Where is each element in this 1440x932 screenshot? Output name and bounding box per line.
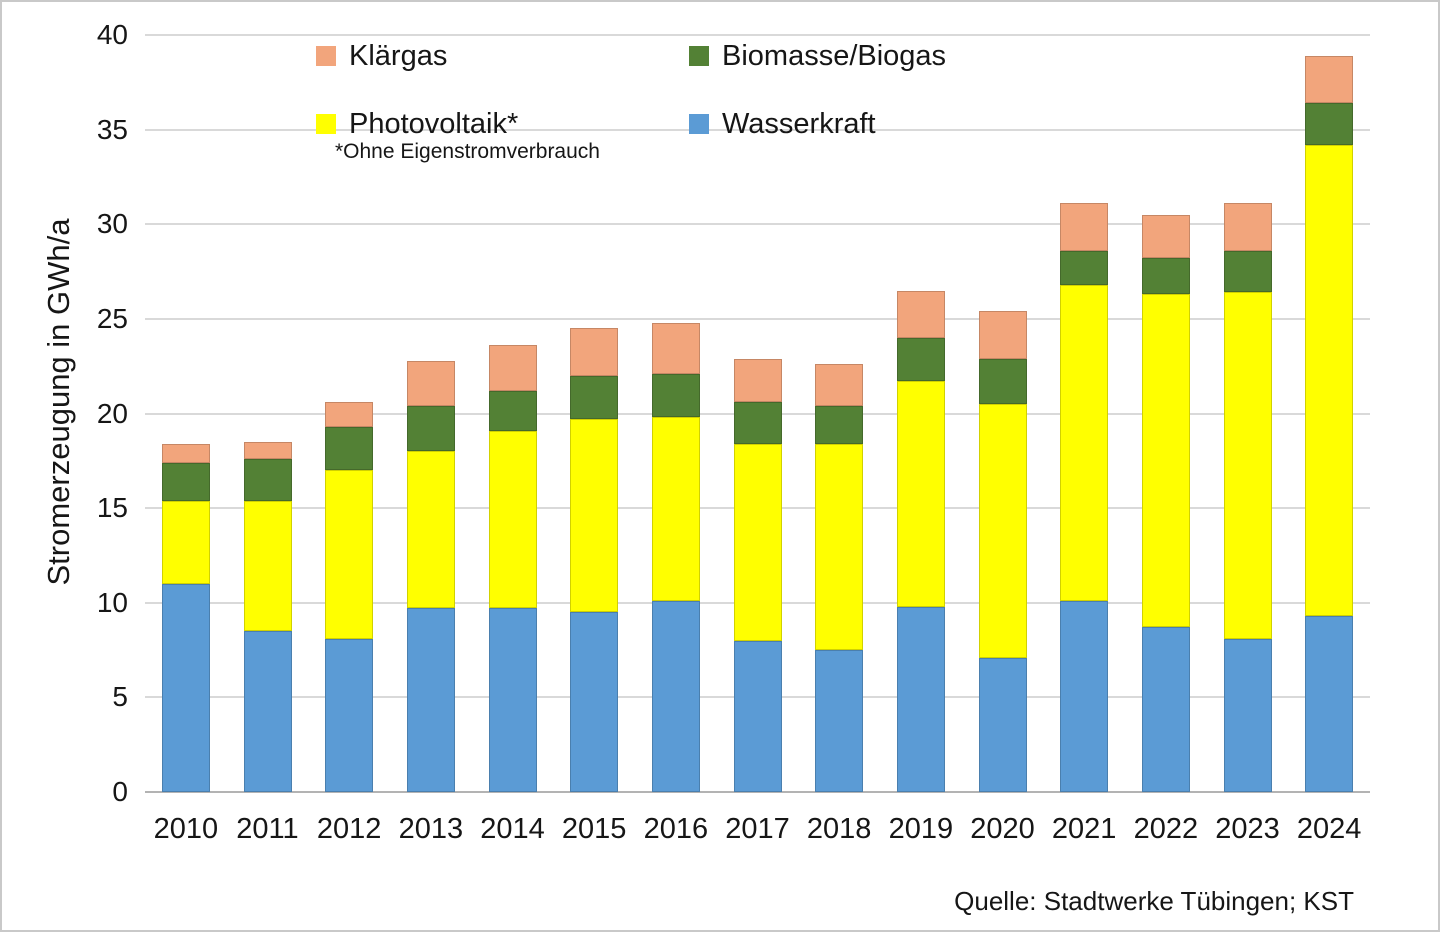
x-tick-2024: 2024 <box>1296 813 1362 845</box>
bar-segment-photovoltaik-2011 <box>243 500 292 632</box>
gridline-25 <box>145 317 1370 320</box>
bar-segment-photovoltaik-2023 <box>1223 292 1272 639</box>
bar-segment-klrgas-2016 <box>651 322 700 374</box>
bar-segment-wasserkraft-2013 <box>406 608 455 792</box>
bar-segment-biomassebiogas-2015 <box>570 375 619 420</box>
bar-segment-klrgas-2012 <box>325 402 374 427</box>
y-tick-15: 15 <box>96 492 128 524</box>
bar-segment-wasserkraft-2012 <box>325 638 374 792</box>
bar-segment-biomassebiogas-2014 <box>488 390 537 431</box>
y-tick-10: 10 <box>96 586 128 618</box>
bar-segment-photovoltaik-2012 <box>325 470 374 639</box>
bar-segment-photovoltaik-2016 <box>651 417 700 601</box>
x-tick-2019: 2019 <box>888 813 954 845</box>
bar-segment-klrgas-2017 <box>733 358 782 403</box>
y-tick-35: 35 <box>96 113 128 145</box>
x-tick-2015: 2015 <box>561 813 627 845</box>
y-tick-0: 0 <box>112 776 128 807</box>
bar-segment-klrgas-2019 <box>896 290 945 338</box>
gridline-0 <box>145 791 1370 793</box>
y-tick-30: 30 <box>96 208 128 240</box>
x-tick-2021: 2021 <box>1051 813 1117 845</box>
bar-segment-photovoltaik-2010 <box>161 500 210 584</box>
bar-segment-biomassebiogas-2013 <box>406 405 455 452</box>
bar-segment-wasserkraft-2020 <box>978 657 1027 792</box>
bar-segment-klrgas-2020 <box>978 311 1027 359</box>
x-tick-2017: 2017 <box>725 813 790 845</box>
bar-segment-wasserkraft-2024 <box>1305 616 1354 792</box>
bar-segment-photovoltaik-2020 <box>978 404 1027 658</box>
bar-segment-klrgas-2010 <box>161 443 210 463</box>
bar-segment-wasserkraft-2016 <box>651 600 700 792</box>
bar-segment-photovoltaik-2022 <box>1141 294 1190 628</box>
bar-segment-klrgas-2023 <box>1223 203 1272 251</box>
bar-segment-photovoltaik-2013 <box>406 451 455 609</box>
bar-segment-klrgas-2013 <box>406 360 455 406</box>
x-tick-2010: 2010 <box>153 813 219 845</box>
bar-segment-klrgas-2011 <box>243 441 292 459</box>
bar-segment-wasserkraft-2018 <box>815 650 864 792</box>
x-tick-2020: 2020 <box>970 813 1035 845</box>
bar-segment-klrgas-2021 <box>1060 203 1109 251</box>
x-tick-2022: 2022 <box>1133 813 1199 845</box>
bar-segment-wasserkraft-2021 <box>1060 600 1109 792</box>
y-tick-20: 20 <box>96 397 128 429</box>
bar-segment-biomassebiogas-2021 <box>1060 250 1109 285</box>
bar-segment-klrgas-2014 <box>488 345 537 391</box>
bar-segment-biomassebiogas-2023 <box>1223 250 1272 293</box>
x-tick-2016: 2016 <box>643 813 709 845</box>
x-tick-2011: 2011 <box>236 813 299 845</box>
plot-area <box>145 34 1370 793</box>
x-tick-2012: 2012 <box>316 813 382 845</box>
bar-segment-photovoltaik-2021 <box>1060 284 1109 601</box>
x-tick-2018: 2018 <box>806 813 872 845</box>
bar-segment-klrgas-2015 <box>570 328 619 376</box>
bar-segment-photovoltaik-2019 <box>896 381 945 607</box>
gridline-30 <box>145 223 1370 226</box>
bar-segment-klrgas-2018 <box>815 364 864 406</box>
y-tick-40: 40 <box>96 19 128 50</box>
bar-segment-biomassebiogas-2024 <box>1305 103 1354 145</box>
source-caption: Quelle: Stadtwerke Tübingen; KST <box>954 886 1354 916</box>
bar-segment-photovoltaik-2014 <box>488 430 537 609</box>
bar-segment-wasserkraft-2011 <box>243 631 292 792</box>
x-tick-2013: 2013 <box>398 813 464 845</box>
gridline-35 <box>145 128 1370 131</box>
bar-segment-wasserkraft-2017 <box>733 640 782 792</box>
bar-segment-wasserkraft-2023 <box>1223 638 1272 792</box>
bar-segment-photovoltaik-2024 <box>1305 144 1354 616</box>
bar-segment-wasserkraft-2019 <box>896 606 945 792</box>
bar-segment-klrgas-2024 <box>1305 55 1354 104</box>
y-tick-5: 5 <box>112 681 128 713</box>
bar-segment-wasserkraft-2014 <box>488 608 537 792</box>
bar-segment-biomassebiogas-2018 <box>815 405 864 444</box>
bar-segment-photovoltaik-2015 <box>570 419 619 613</box>
bar-segment-biomassebiogas-2022 <box>1141 258 1190 295</box>
y-tick-25: 25 <box>96 302 128 334</box>
gridline-40 <box>145 34 1370 36</box>
bar-segment-biomassebiogas-2017 <box>733 402 782 444</box>
bar-segment-wasserkraft-2022 <box>1141 627 1190 792</box>
bar-segment-biomassebiogas-2019 <box>896 337 945 382</box>
bar-segment-biomassebiogas-2020 <box>978 358 1027 405</box>
bar-segment-photovoltaik-2017 <box>733 443 782 641</box>
bar-segment-biomassebiogas-2010 <box>161 462 210 501</box>
bar-segment-biomassebiogas-2011 <box>243 458 292 501</box>
bar-segment-biomassebiogas-2016 <box>651 373 700 418</box>
bar-segment-wasserkraft-2010 <box>161 583 210 792</box>
x-tick-2023: 2023 <box>1215 813 1280 845</box>
bar-segment-klrgas-2022 <box>1141 214 1190 259</box>
bar-segment-biomassebiogas-2012 <box>325 426 374 471</box>
bar-segment-wasserkraft-2015 <box>570 612 619 792</box>
x-tick-2014: 2014 <box>480 813 545 845</box>
bar-segment-photovoltaik-2018 <box>815 443 864 651</box>
